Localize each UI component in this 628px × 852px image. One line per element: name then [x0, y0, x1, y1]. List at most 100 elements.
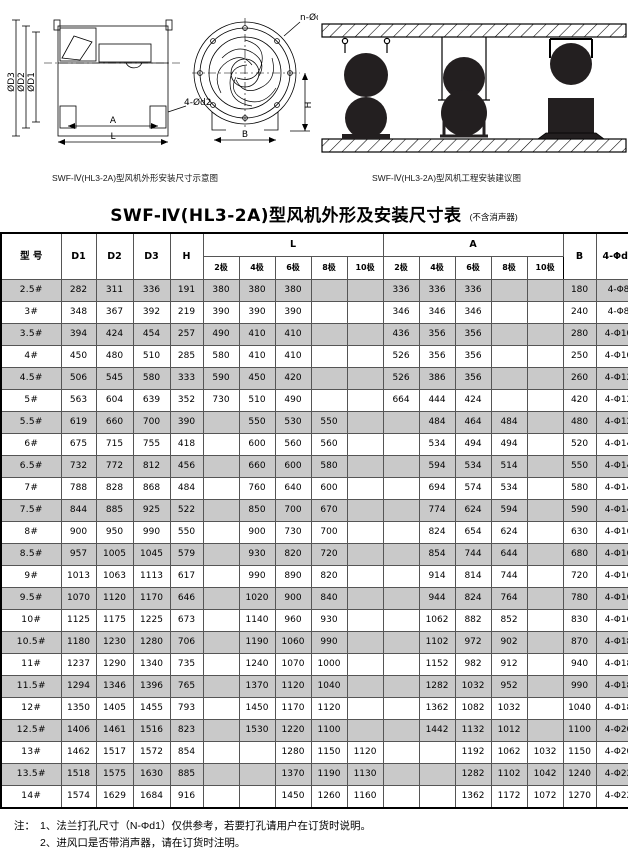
cell-d3: 1045	[132, 543, 171, 566]
cell-l-pole-8: 560	[310, 433, 348, 456]
cell-l-pole-6: 560	[274, 433, 312, 456]
note-row-1: 注： 1、 法兰打孔尺寸（N-Φd1）仅供参考，若要打孔请用户在订货时说明。	[14, 818, 628, 835]
cell-d2: 772	[95, 455, 134, 478]
cell-d1: 844	[60, 499, 97, 522]
cell-a-pole-6: 882	[454, 609, 492, 632]
cell-d3: 1396	[132, 675, 171, 698]
cell-d3: 700	[132, 411, 171, 434]
cell-a-pole-8: 594	[490, 499, 528, 522]
cell-a-pole-6: 1192	[454, 741, 492, 764]
cell-b: 180	[562, 279, 597, 302]
cell-4-phi-d2: 4-Φ22	[595, 785, 628, 809]
cell-l-pole-6: 410	[274, 323, 312, 346]
cell-a-pole-6: 336	[454, 279, 492, 302]
cell-l-pole-10	[346, 499, 384, 522]
cell-l-pole-8: 1100	[310, 719, 348, 742]
cell-l-pole-4: 990	[238, 565, 276, 588]
cell-d2: 424	[95, 323, 134, 346]
cell-l-pole-8	[310, 367, 348, 390]
cell-4-phi-d2: 4-Φ20	[595, 741, 628, 764]
note-1-text: 法兰打孔尺寸（N-Φd1）仅供参考，若要打孔请用户在订货时说明。	[56, 820, 371, 832]
cell-a-pole-10	[526, 697, 564, 720]
cell-l-pole-6: 490	[274, 389, 312, 412]
header-a-pole-10: 10极	[526, 256, 564, 280]
cell-d3: 1113	[132, 565, 171, 588]
cell-a-pole-2	[382, 609, 420, 632]
cell-l-pole-10	[346, 653, 384, 676]
cell-a-pole-4: 694	[418, 477, 456, 500]
cell-model: 8.5#	[0, 543, 62, 566]
cell-l-pole-6: 730	[274, 521, 312, 544]
header-d1: D1	[60, 232, 97, 280]
cell-a-pole-10	[526, 477, 564, 500]
label-a: A	[110, 116, 117, 126]
cell-a-pole-4: 1062	[418, 609, 456, 632]
cell-a-pole-10	[526, 411, 564, 434]
cell-l-pole-2: 580	[202, 345, 240, 368]
cell-model: 6.5#	[0, 455, 62, 478]
cell-4-phi-d2: 4-Φ14	[595, 455, 628, 478]
cell-b: 280	[562, 323, 597, 346]
footer-notes: 注： 1、 法兰打孔尺寸（N-Φd1）仅供参考，若要打孔请用户在订货时说明。 2…	[14, 818, 628, 852]
cell-model: 10#	[0, 609, 62, 632]
cell-a-pole-2	[382, 455, 420, 478]
cell-b: 870	[562, 631, 597, 654]
cell-a-pole-2	[382, 719, 420, 742]
cell-l-pole-8: 1190	[310, 763, 348, 786]
cell-model: 9.5#	[0, 587, 62, 610]
cell-h: 579	[169, 543, 204, 566]
cell-h: 219	[169, 301, 204, 324]
label-b: B	[242, 130, 248, 140]
cell-d3: 990	[132, 521, 171, 544]
cell-b: 1240	[562, 763, 597, 786]
label-d1: ØD1	[26, 72, 37, 92]
cell-a-pole-10: 1032	[526, 741, 564, 764]
cell-a-pole-8	[490, 279, 528, 302]
cell-d1: 394	[60, 323, 97, 346]
cell-4-phi-d2: 4-Φ18	[595, 697, 628, 720]
cell-l-pole-2	[202, 741, 240, 764]
cell-l-pole-4: 930	[238, 543, 276, 566]
cell-a-pole-6: 1032	[454, 675, 492, 698]
cell-a-pole-6: 424	[454, 389, 492, 412]
cell-model: 4.5#	[0, 367, 62, 390]
cell-a-pole-10	[526, 279, 564, 302]
cell-l-pole-2: 380	[202, 279, 240, 302]
cell-l-pole-4: 550	[238, 411, 276, 434]
note-row-2: 2、 进风口是否带消声器，请在订货时注明。	[14, 835, 628, 852]
cell-model: 5.5#	[0, 411, 62, 434]
cell-d2: 1629	[95, 785, 134, 809]
cell-d1: 619	[60, 411, 97, 434]
cell-l-pole-10	[346, 455, 384, 478]
cell-a-pole-4: 444	[418, 389, 456, 412]
cell-l-pole-2: 730	[202, 389, 240, 412]
cell-l-pole-8: 1000	[310, 653, 348, 676]
cell-l-pole-4: 390	[238, 301, 276, 324]
cell-h: 550	[169, 521, 204, 544]
cell-l-pole-2	[202, 697, 240, 720]
fan-outline-drawing: ØD3 ØD2 ØD1 A L B H 4-Ød2 n-Ødl	[0, 0, 318, 168]
cell-h: 673	[169, 609, 204, 632]
cell-b: 240	[562, 301, 597, 324]
cell-b: 1150	[562, 741, 597, 764]
cell-l-pole-10	[346, 719, 384, 742]
cell-a-pole-10	[526, 521, 564, 544]
cell-l-pole-8: 840	[310, 587, 348, 610]
cell-d3: 1572	[132, 741, 171, 764]
table-row: 10# 1125 1175 1225 673 1140 960 930 1062 882 852 83…	[0, 609, 628, 632]
header-model: 型 号	[0, 232, 62, 280]
cell-a-pole-4: 356	[418, 345, 456, 368]
cell-l-pole-10	[346, 301, 384, 324]
cell-l-pole-6: 390	[274, 301, 312, 324]
cell-d1: 957	[60, 543, 97, 566]
header-l-pole-6: 6极	[274, 256, 312, 280]
cell-l-pole-10	[346, 411, 384, 434]
cell-a-pole-10	[526, 565, 564, 588]
cell-b: 1100	[562, 719, 597, 742]
cell-b: 260	[562, 367, 597, 390]
cell-l-pole-6: 1120	[274, 675, 312, 698]
cell-4-phi-d2: 4-Φ16	[595, 565, 628, 588]
notes-label: 注：	[14, 820, 35, 832]
cell-a-pole-4: 336	[418, 279, 456, 302]
page-title: SWF-Ⅳ(HL3-2A)型风机外形及安装尺寸表	[110, 206, 462, 226]
